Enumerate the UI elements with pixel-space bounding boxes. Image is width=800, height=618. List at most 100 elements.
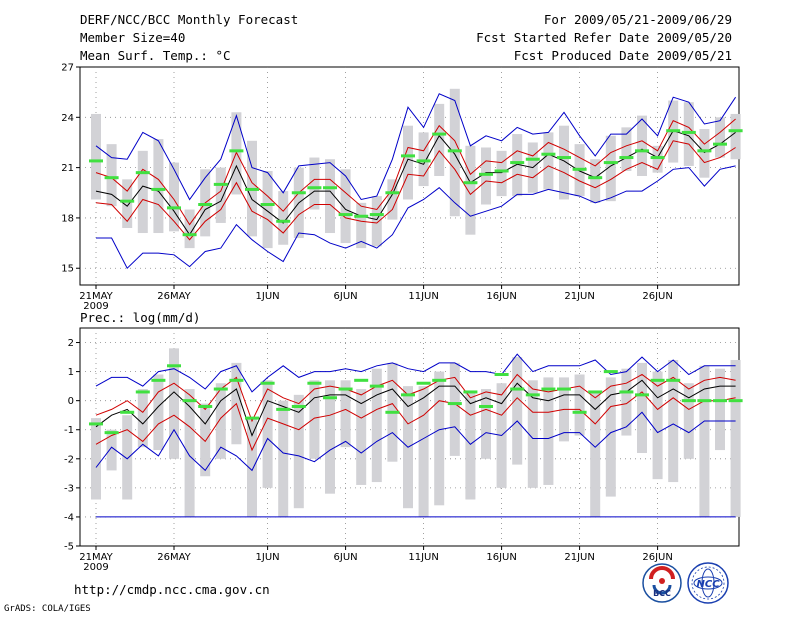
- precipitation-spread-box: [137, 389, 148, 448]
- temperature-spread-box: [715, 117, 725, 158]
- precipitation-spread-box: [262, 380, 273, 488]
- temperature-xtick-label: 11JUN: [408, 291, 438, 302]
- temperature-spread-box: [730, 113, 741, 160]
- precipitation-xtick-label: 26MAY: [157, 552, 191, 563]
- precipitation-spread-box: [621, 368, 632, 436]
- precipitation-median-marker: [603, 370, 618, 374]
- temperature-spread-box: [699, 129, 710, 178]
- temperature-median-marker: [432, 132, 447, 136]
- precipitation-spread-box: [200, 403, 211, 477]
- precipitation-spread-box: [699, 365, 710, 517]
- precipitation-ytick-label: 0: [68, 396, 74, 407]
- precipitation-median-marker: [213, 387, 228, 391]
- temperature-spread-box: [605, 135, 616, 202]
- precipitation-spread-box: [683, 383, 694, 459]
- bcc-logo: BCC: [642, 563, 682, 603]
- temperature-ytick-label: 15: [61, 264, 74, 275]
- temperature-median-marker: [603, 161, 618, 165]
- temperature-median-marker: [572, 167, 587, 171]
- temperature-ytick-label: 24: [61, 113, 74, 124]
- temperature-spread-box: [215, 167, 226, 223]
- temperature-spread-box: [91, 113, 101, 200]
- precipitation-panel: -5 -4 -3 -2 -1 0 1 2 21MAY 26MAY 1JUN 6JUN 11JUN 16JU…: [64, 327, 743, 573]
- precipitation-median-marker: [291, 404, 306, 408]
- temperature-median-marker: [323, 186, 337, 190]
- precipitation-median-marker: [728, 399, 743, 403]
- temperature-median-marker: [619, 156, 634, 160]
- precipitation-median-marker: [276, 407, 291, 411]
- temperature-xtick-label: 21MAY: [79, 291, 113, 302]
- precipitation-median-marker: [447, 402, 462, 406]
- temperature-spread-box: [637, 115, 647, 176]
- precipitation-spread-box: [730, 359, 741, 517]
- source-url[interactable]: http://cmdp.ncc.cma.gov.cn: [74, 582, 270, 597]
- temperature-median-marker: [120, 199, 135, 203]
- temperature-spread-box: [652, 145, 663, 173]
- temperature-spread-box: [137, 150, 148, 234]
- precipitation-spread-box: [668, 359, 679, 483]
- forecast-start-date: Fcst Started Refer Date 2009/05/20: [476, 30, 732, 45]
- temperature-spread-box: [325, 159, 335, 234]
- temperature-min-line: [96, 165, 736, 270]
- temperature-spread-box: [512, 134, 523, 197]
- temperature-xtick-label: 26MAY: [157, 291, 191, 302]
- temperature-median-marker: [354, 214, 369, 218]
- temperature-spread-box: [559, 125, 569, 200]
- temperature-median-marker: [338, 213, 353, 217]
- temperature-median-marker: [525, 157, 540, 161]
- temperature-median-marker: [213, 182, 228, 186]
- temperature-spread-box: [449, 88, 460, 217]
- temperature-spread-box: [403, 125, 413, 200]
- temperature-spread-box: [621, 127, 632, 171]
- temperature-spread-box: [309, 157, 320, 210]
- temperature-median-marker: [697, 149, 712, 153]
- precipitation-median-marker: [229, 378, 244, 382]
- temperature-lower-line: [95, 140, 736, 241]
- precipitation-xtick-label: 1JUN: [256, 552, 280, 563]
- temperature-ytick-label: 27: [61, 63, 74, 74]
- temperature-median-marker: [588, 176, 603, 180]
- temperature-median-marker: [89, 159, 103, 163]
- precipitation-xtick-label: 16JUN: [486, 552, 516, 563]
- temperature-median-marker: [307, 186, 322, 190]
- precipitation-spread-box: [247, 418, 257, 517]
- precipitation-median-marker: [401, 393, 415, 397]
- precipitation-median-marker: [525, 393, 540, 397]
- temperature-xtick-label: 6JUN: [334, 291, 358, 302]
- precipitation-ytick-label: -2: [64, 454, 74, 465]
- temperature-xtick-label: 1JUN: [256, 291, 280, 302]
- temperature-median-marker: [416, 159, 431, 163]
- temperature-xtick-label: 21JUN: [564, 291, 594, 302]
- temperature-median-marker: [510, 161, 525, 165]
- precipitation-median-marker: [151, 378, 166, 382]
- temperature-median-marker: [666, 129, 681, 133]
- precipitation-ytick-label: -4: [64, 512, 74, 523]
- temperature-spread-box: [278, 191, 289, 245]
- temperature-median-marker: [151, 187, 166, 191]
- temperature-panel: 15 18 21 24 27 21MAY 26MAY 1JUN 6JUN 11JUN 16JUN 21…: [61, 63, 743, 312]
- precipitation-median-marker: [635, 393, 649, 397]
- temperature-plot-frame: [79, 66, 740, 286]
- temperature-upper-line: [95, 118, 736, 226]
- temperature-spread-box: [169, 162, 179, 232]
- ncc-logo-text: NCC: [696, 579, 720, 590]
- precipitation-spread-box: [434, 371, 445, 506]
- precipitation-spread-box: [715, 368, 725, 451]
- temperature-median-marker: [167, 206, 181, 210]
- temperature-median-marker: [494, 169, 509, 173]
- precipitation-spread-box: [449, 362, 460, 456]
- precipitation-median-marker: [463, 390, 478, 394]
- precipitation-spread-box: [652, 371, 663, 480]
- precipitation-spread-box: [465, 391, 476, 500]
- temperature-spread-box: [387, 179, 398, 220]
- precipitation-spread-box: [169, 348, 179, 459]
- precipitation-median-marker: [557, 387, 571, 391]
- precipitation-ytick-label: -1: [64, 425, 74, 436]
- precipitation-spread-box: [512, 357, 523, 465]
- precipitation-spread-box: [543, 377, 554, 485]
- precipitation-median-marker: [245, 416, 259, 420]
- temperature-median-marker: [479, 172, 493, 176]
- precipitation-median-marker: [510, 387, 525, 391]
- temperature-median-marker: [291, 191, 306, 195]
